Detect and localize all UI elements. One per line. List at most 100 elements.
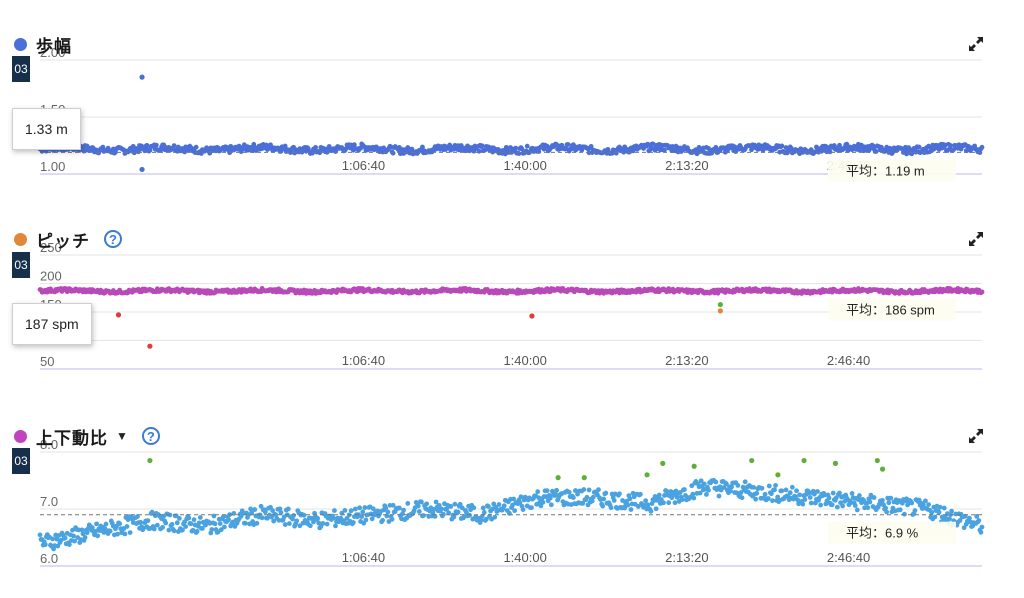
data-point: [826, 495, 832, 501]
data-point: [800, 501, 806, 507]
data-point: [867, 499, 873, 505]
x-tick-label: 1:40:00: [503, 158, 546, 173]
data-point: [385, 509, 391, 515]
data-point: [886, 500, 892, 506]
data-point: [656, 492, 662, 498]
stride-chart[interactable]: 2.001.501.001:06:401:40:002:13:202:46:40…: [0, 10, 1024, 206]
data-point: [262, 509, 268, 515]
data-point: [135, 514, 140, 519]
outlier-point: [660, 460, 666, 466]
expand-icon[interactable]: [966, 34, 986, 54]
data-point: [789, 484, 795, 490]
data-point: [479, 514, 485, 519]
data-point: [401, 507, 406, 513]
data-point: [553, 491, 558, 497]
data-point: [363, 517, 369, 523]
data-point: [588, 144, 594, 149]
chevron-down-icon[interactable]: ▼: [116, 429, 128, 443]
data-point: [66, 542, 72, 547]
data-point: [186, 515, 192, 521]
help-icon[interactable]: ?: [141, 427, 160, 445]
data-point: [666, 500, 672, 506]
data-point: [285, 506, 291, 512]
data-point: [721, 485, 727, 490]
data-point: [948, 143, 953, 148]
data-point: [544, 488, 550, 494]
outlier-point: [529, 313, 535, 319]
data-point: [912, 508, 918, 513]
data-point: [976, 518, 982, 523]
data-point: [145, 518, 151, 524]
data-point: [729, 484, 734, 490]
data-point: [486, 504, 491, 509]
data-point: [330, 515, 336, 521]
outlier-point: [555, 475, 561, 481]
data-point: [682, 487, 687, 492]
data-point: [444, 506, 449, 512]
data-point: [779, 488, 785, 494]
data-point: [138, 519, 143, 525]
data-point: [653, 506, 659, 512]
data-point: [967, 515, 972, 521]
data-point: [320, 521, 326, 526]
y-tick-label: 200: [40, 269, 62, 284]
data-point: [647, 147, 653, 153]
data-point: [405, 501, 411, 506]
data-point: [151, 526, 157, 532]
data-point: [360, 509, 366, 515]
data-point: [342, 507, 348, 513]
expand-icon[interactable]: [966, 229, 986, 249]
data-point: [72, 538, 77, 544]
data-point: [524, 143, 530, 149]
data-point: [834, 504, 840, 510]
data-point: [452, 501, 458, 507]
x-tick-label: 2:13:20: [665, 550, 708, 565]
data-point: [107, 528, 113, 534]
data-point: [94, 521, 99, 527]
cadence-chart[interactable]: 250200150100501:06:401:40:002:13:202:46:…: [0, 205, 1024, 401]
data-point: [390, 150, 396, 156]
data-point: [82, 535, 88, 540]
cadence-panel: 250200150100501:06:401:40:002:13:202:46:…: [0, 205, 1024, 401]
data-point: [212, 521, 218, 527]
data-point: [457, 501, 463, 507]
data-point: [122, 531, 128, 537]
data-point: [478, 517, 484, 523]
data-point: [433, 499, 439, 505]
data-point: [519, 146, 525, 152]
data-point: [691, 495, 697, 501]
expand-icon[interactable]: [966, 426, 986, 446]
data-point: [419, 499, 424, 505]
average-label: 平均：6.9 %: [846, 526, 919, 541]
data-point: [420, 144, 425, 150]
data-point: [166, 527, 172, 533]
data-point: [827, 149, 833, 155]
vertical-ratio-header: 上下動比 ▼ ?: [14, 424, 160, 448]
data-point: [926, 502, 931, 508]
data-point: [812, 500, 818, 506]
data-point: [674, 494, 680, 500]
data-point: [617, 491, 622, 497]
data-point: [852, 503, 858, 508]
outlier-point: [874, 457, 880, 464]
data-point: [807, 495, 813, 500]
data-point: [357, 505, 362, 511]
data-point: [424, 501, 430, 507]
data-point: [704, 492, 709, 497]
x-tick-label: 1:06:40: [342, 550, 385, 565]
data-point: [679, 497, 685, 503]
data-point: [259, 515, 265, 521]
data-point: [590, 494, 596, 500]
data-point: [294, 518, 300, 524]
data-point: [783, 487, 789, 493]
help-icon[interactable]: ?: [104, 230, 122, 248]
data-point: [754, 490, 760, 496]
data-point: [200, 526, 205, 531]
data-point: [535, 489, 541, 495]
data-point: [467, 512, 473, 518]
data-point: [570, 495, 576, 500]
vertical-ratio-chart[interactable]: 8.0 7.0 6.0 1:06:40 1:40:00 2:13:20 2:46:40 平均：…: [0, 402, 1024, 598]
data-point: [808, 500, 814, 506]
data-point: [115, 531, 120, 537]
data-point: [316, 520, 322, 526]
